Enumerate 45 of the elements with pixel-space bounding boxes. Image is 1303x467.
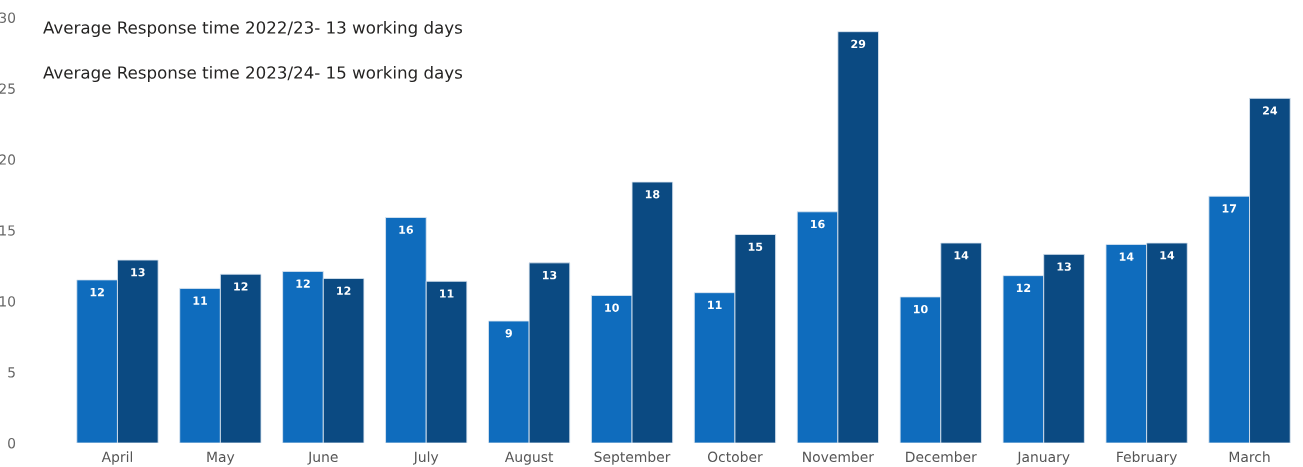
data-label: 12	[296, 279, 310, 288]
data-label: 12	[337, 286, 351, 295]
x-tick-label: October	[707, 451, 763, 463]
data-label: 10	[605, 303, 619, 312]
annotation: Average Response time 2022/23- 13 working days	[43, 20, 463, 38]
y-tick-label: 0	[8, 437, 16, 449]
data-label: 11	[708, 300, 722, 309]
x-tick-label: April	[101, 451, 133, 465]
data-label: 12	[234, 282, 248, 291]
y-tick-label: 30	[0, 12, 16, 23]
data-label: 10	[913, 304, 928, 314]
data-label: 14	[1160, 251, 1175, 260]
data-label: 9	[505, 329, 512, 338]
data-label: 16	[399, 225, 414, 234]
data-label: 14	[1119, 252, 1134, 261]
x-tick-label: September	[594, 451, 671, 465]
data-label: 15	[748, 242, 763, 251]
y-tick-label: 25	[0, 83, 15, 94]
y-tick-label: 5	[8, 367, 15, 378]
data-label: 11	[193, 296, 208, 305]
x-tick-label: June	[307, 451, 338, 465]
data-label: 29	[851, 39, 866, 49]
data-label: 11	[440, 289, 454, 298]
data-label: 12	[1016, 283, 1031, 292]
x-tick-label: February	[1117, 451, 1177, 465]
x-tick-label: July	[413, 451, 439, 465]
annotation: Average Response time 2023/24- 15 working days	[43, 65, 463, 83]
data-label: 14	[954, 251, 969, 260]
x-tick-label: November	[803, 451, 874, 463]
data-label: 12	[90, 287, 104, 297]
data-label: 24	[1263, 106, 1278, 115]
data-label: 13	[1057, 262, 1071, 271]
y-tick-label: 20	[0, 154, 16, 165]
data-label: 13	[131, 268, 145, 277]
x-tick-label: August	[504, 451, 554, 465]
x-tick-label: March	[1229, 451, 1270, 463]
x-tick-label: December	[906, 451, 977, 463]
y-tick-label: 15	[0, 225, 15, 236]
x-tick-label: January	[1016, 451, 1070, 465]
y-tick-label: 10	[0, 296, 16, 307]
x-tick-label: May	[207, 451, 235, 465]
data-label: 16	[811, 219, 825, 229]
data-label: 13	[542, 270, 557, 280]
data-label: 17	[1222, 204, 1237, 213]
data-label: 18	[645, 190, 660, 199]
